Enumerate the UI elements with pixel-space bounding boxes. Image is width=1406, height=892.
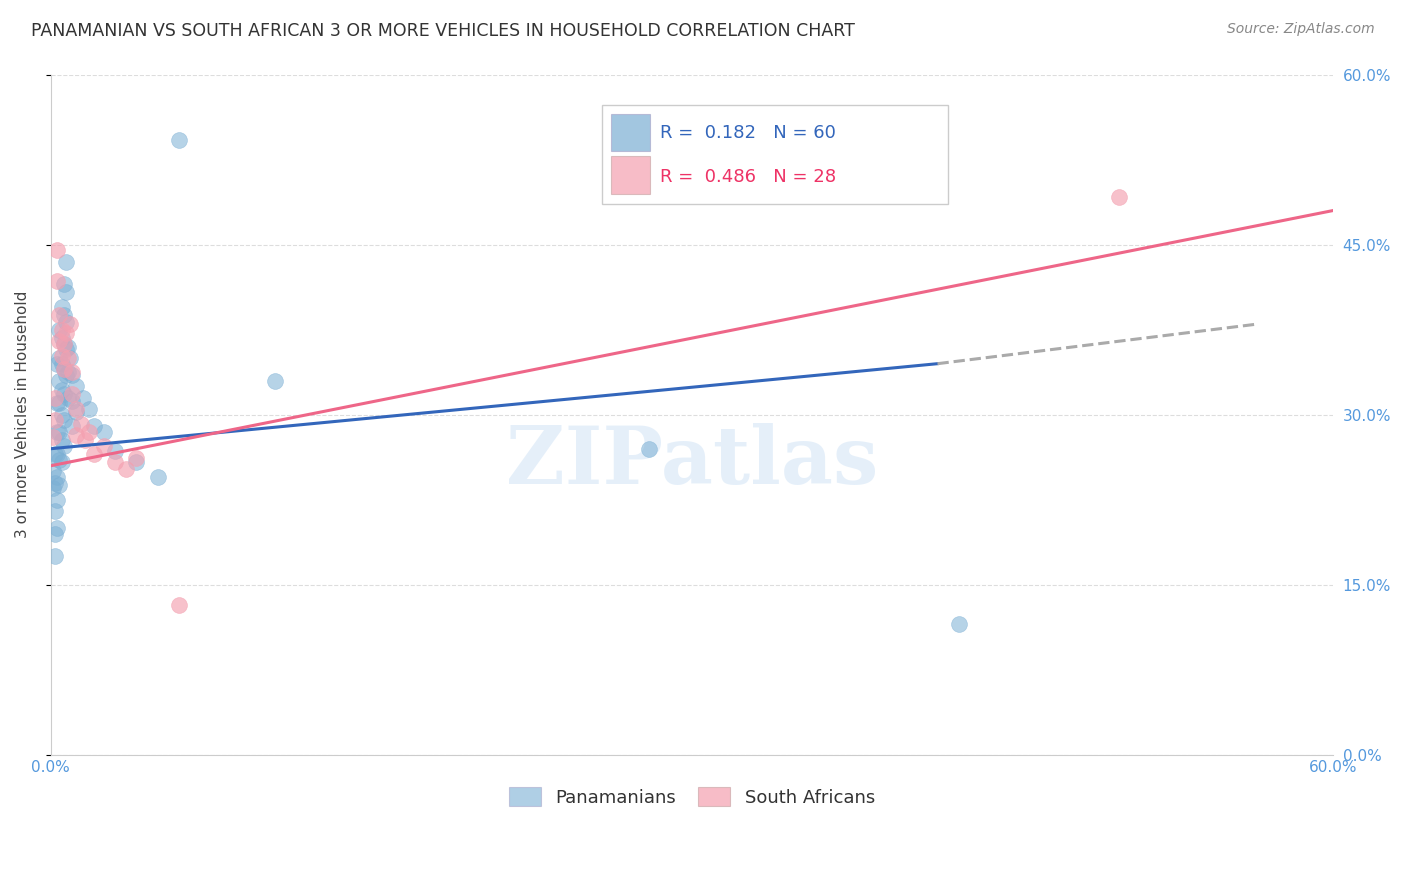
Point — [44, 447, 66, 461]
Point — [44, 504, 66, 518]
Point — [52, 413, 75, 427]
Point — [56, 391, 79, 405]
Point — [46, 521, 69, 535]
Point — [52, 277, 75, 292]
Point — [46, 425, 69, 439]
Point — [48, 334, 70, 348]
Point — [52, 362, 75, 376]
Point — [264, 374, 287, 388]
Point — [48, 308, 70, 322]
Point — [167, 133, 190, 147]
Y-axis label: 3 or more Vehicles in Household: 3 or more Vehicles in Household — [15, 291, 30, 539]
Text: Source: ZipAtlas.com: Source: ZipAtlas.com — [1227, 22, 1375, 37]
FancyBboxPatch shape — [612, 156, 650, 194]
Point — [948, 617, 970, 632]
Point — [51, 330, 73, 344]
Point — [42, 464, 65, 478]
Point — [51, 408, 73, 422]
Point — [52, 308, 75, 322]
Point — [48, 453, 70, 467]
Point — [93, 425, 115, 439]
FancyBboxPatch shape — [612, 114, 650, 152]
Point — [83, 419, 105, 434]
Point — [146, 470, 169, 484]
Point — [55, 326, 77, 340]
Point — [73, 433, 96, 447]
Point — [55, 342, 77, 356]
Point — [46, 447, 69, 461]
Point — [60, 365, 83, 379]
Point — [52, 362, 75, 376]
Point — [44, 549, 66, 564]
Point — [48, 425, 70, 439]
Point — [72, 391, 94, 405]
Point — [65, 405, 87, 419]
Point — [52, 387, 75, 401]
Point — [51, 323, 73, 337]
Text: R =  0.486   N = 28: R = 0.486 N = 28 — [659, 168, 837, 186]
Point — [51, 383, 73, 397]
Point — [42, 430, 65, 444]
Point — [48, 478, 70, 492]
Point — [60, 419, 83, 434]
Point — [104, 455, 127, 469]
Legend: Panamanians, South Africans: Panamanians, South Africans — [502, 780, 883, 814]
Point — [56, 340, 79, 354]
Point — [51, 357, 73, 371]
Point — [51, 433, 73, 447]
Point — [69, 417, 91, 431]
Point — [55, 254, 77, 268]
Point — [60, 394, 83, 409]
Text: ZIPatlas: ZIPatlas — [506, 424, 877, 501]
Point — [55, 368, 77, 382]
Point — [55, 315, 77, 329]
Point — [79, 402, 101, 417]
Point — [125, 455, 148, 469]
Point — [51, 455, 73, 469]
Point — [44, 475, 66, 490]
Point — [51, 349, 73, 363]
Point — [46, 357, 69, 371]
Point — [56, 351, 79, 365]
Point — [46, 492, 69, 507]
Point — [44, 526, 66, 541]
Point — [114, 462, 136, 476]
Point — [46, 274, 69, 288]
Point — [65, 379, 87, 393]
Point — [104, 444, 127, 458]
Point — [56, 365, 79, 379]
Point — [65, 428, 87, 442]
Point — [167, 598, 190, 612]
Point — [60, 368, 83, 382]
Point — [93, 440, 115, 454]
Point — [44, 413, 66, 427]
Point — [55, 285, 77, 300]
Point — [46, 470, 69, 484]
FancyBboxPatch shape — [602, 105, 948, 203]
Point — [52, 337, 75, 351]
Point — [52, 440, 75, 454]
Point — [48, 351, 70, 365]
Point — [638, 442, 661, 456]
Point — [83, 447, 105, 461]
Point — [59, 351, 82, 365]
Point — [60, 387, 83, 401]
Point — [48, 396, 70, 410]
Point — [59, 317, 82, 331]
Point — [48, 323, 70, 337]
Point — [79, 425, 101, 439]
Point — [46, 396, 69, 410]
Point — [52, 337, 75, 351]
Point — [51, 300, 73, 314]
Point — [1108, 190, 1130, 204]
Point — [125, 450, 148, 465]
Point — [48, 374, 70, 388]
Text: PANAMANIAN VS SOUTH AFRICAN 3 OR MORE VEHICLES IN HOUSEHOLD CORRELATION CHART: PANAMANIAN VS SOUTH AFRICAN 3 OR MORE VE… — [31, 22, 855, 40]
Point — [65, 402, 87, 417]
Point — [46, 244, 69, 258]
Point — [42, 482, 65, 496]
Point — [44, 391, 66, 405]
Text: R =  0.182   N = 60: R = 0.182 N = 60 — [659, 124, 835, 142]
